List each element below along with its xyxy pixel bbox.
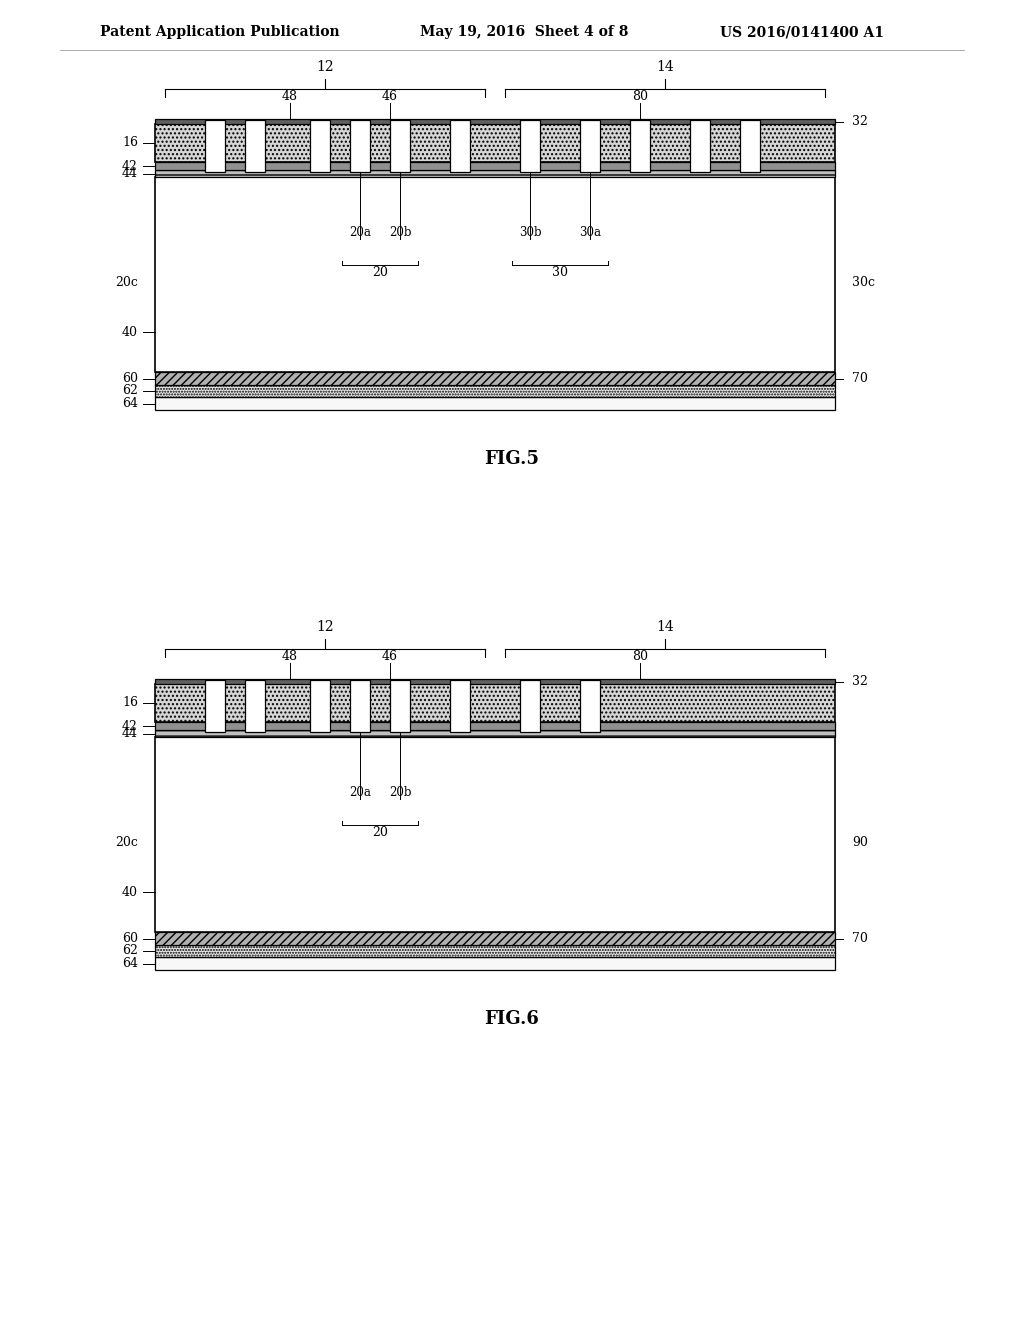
Text: 64: 64: [122, 397, 138, 411]
Bar: [155, 722, 835, 730]
Text: 20c: 20c: [115, 836, 138, 849]
Text: FIG.5: FIG.5: [484, 450, 540, 469]
Text: 20a: 20a: [349, 226, 371, 239]
Text: 32: 32: [852, 115, 868, 128]
Text: 30a: 30a: [579, 226, 601, 239]
Text: 32: 32: [852, 675, 868, 688]
Text: 60: 60: [122, 932, 138, 945]
Text: 62: 62: [122, 384, 138, 397]
Bar: [155, 170, 835, 177]
Text: 48: 48: [282, 649, 298, 663]
Text: 40: 40: [122, 886, 138, 899]
Text: US 2016/0141400 A1: US 2016/0141400 A1: [720, 25, 884, 40]
Bar: [155, 684, 835, 722]
Bar: [310, 680, 330, 733]
Bar: [690, 120, 710, 172]
Bar: [155, 397, 835, 411]
Bar: [155, 372, 835, 385]
Bar: [390, 680, 410, 733]
Bar: [155, 737, 835, 932]
Bar: [450, 680, 470, 733]
Text: 20: 20: [372, 265, 388, 279]
Bar: [245, 120, 265, 172]
Text: 20b: 20b: [389, 785, 412, 799]
Text: 44: 44: [122, 727, 138, 741]
Text: 12: 12: [316, 59, 334, 74]
Text: 12: 12: [316, 620, 334, 634]
Text: 64: 64: [122, 957, 138, 970]
Text: 70: 70: [852, 372, 868, 385]
Text: 40: 40: [122, 326, 138, 338]
Bar: [155, 119, 835, 124]
Bar: [205, 680, 225, 733]
Text: 42: 42: [122, 160, 138, 173]
Bar: [155, 385, 835, 397]
Bar: [520, 680, 540, 733]
Bar: [155, 957, 835, 970]
Bar: [580, 120, 600, 172]
Text: 44: 44: [122, 168, 138, 180]
Bar: [450, 120, 470, 172]
Text: 60: 60: [122, 372, 138, 385]
Text: Patent Application Publication: Patent Application Publication: [100, 25, 340, 40]
Bar: [155, 932, 835, 945]
Bar: [740, 120, 760, 172]
Bar: [205, 120, 225, 172]
Text: 80: 80: [632, 649, 648, 663]
Text: 16: 16: [122, 136, 138, 149]
Text: 14: 14: [656, 59, 674, 74]
Text: May 19, 2016  Sheet 4 of 8: May 19, 2016 Sheet 4 of 8: [420, 25, 629, 40]
Text: 20: 20: [372, 825, 388, 838]
Text: 30: 30: [552, 265, 568, 279]
Text: 30c: 30c: [852, 276, 874, 289]
Bar: [155, 177, 835, 372]
Text: 16: 16: [122, 697, 138, 710]
Text: 46: 46: [382, 90, 398, 103]
Bar: [245, 680, 265, 733]
Bar: [155, 124, 835, 162]
Bar: [155, 730, 835, 737]
Text: 30b: 30b: [519, 226, 542, 239]
Text: 48: 48: [282, 90, 298, 103]
Text: 42: 42: [122, 719, 138, 733]
Bar: [520, 120, 540, 172]
Text: 20a: 20a: [349, 785, 371, 799]
Bar: [155, 678, 835, 684]
Bar: [155, 162, 835, 170]
Text: 90: 90: [852, 836, 868, 849]
Text: FIG.6: FIG.6: [484, 1010, 540, 1028]
Text: 20c: 20c: [115, 276, 138, 289]
Bar: [630, 120, 650, 172]
Text: 20b: 20b: [389, 226, 412, 239]
Text: 14: 14: [656, 620, 674, 634]
Bar: [580, 680, 600, 733]
Bar: [390, 120, 410, 172]
Text: 80: 80: [632, 90, 648, 103]
Text: 62: 62: [122, 945, 138, 957]
Text: 46: 46: [382, 649, 398, 663]
Bar: [155, 945, 835, 957]
Bar: [310, 120, 330, 172]
Bar: [350, 120, 370, 172]
Text: 70: 70: [852, 932, 868, 945]
Bar: [350, 680, 370, 733]
